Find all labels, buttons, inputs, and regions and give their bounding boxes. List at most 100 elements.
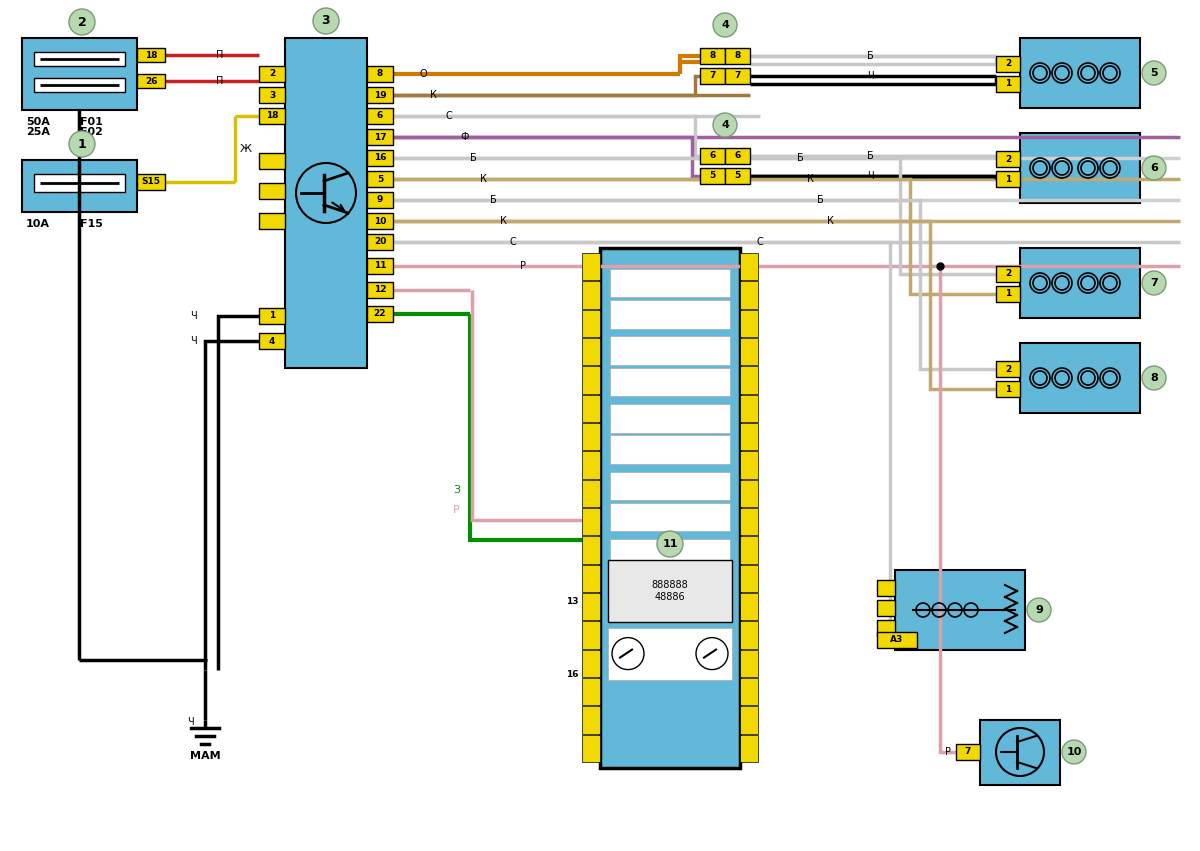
Text: 2: 2	[1004, 60, 1012, 68]
Text: 11: 11	[373, 261, 386, 271]
Text: 16: 16	[373, 153, 386, 163]
Text: 10A: 10A	[26, 219, 50, 229]
Bar	[740, 508, 758, 535]
Bar	[367, 213, 394, 229]
Text: С: С	[757, 237, 763, 247]
Text: Р: Р	[454, 505, 460, 515]
Bar	[367, 282, 394, 298]
Bar	[259, 153, 286, 169]
Bar	[582, 565, 600, 592]
Bar	[996, 286, 1020, 302]
Bar	[610, 336, 730, 365]
Circle shape	[70, 9, 95, 35]
Bar	[610, 471, 730, 500]
Bar	[996, 266, 1020, 282]
Text: С: С	[445, 111, 451, 121]
Text: 8: 8	[1150, 373, 1158, 383]
Bar	[996, 76, 1020, 92]
Text: Б: Б	[797, 153, 803, 163]
Bar	[740, 565, 758, 592]
Text: П: П	[216, 76, 223, 86]
Bar	[740, 536, 758, 563]
Text: F01: F01	[80, 117, 103, 127]
Bar	[1020, 343, 1140, 413]
Text: П: П	[216, 50, 223, 60]
Bar	[34, 52, 125, 66]
Text: А3: А3	[890, 636, 904, 644]
Text: 17: 17	[373, 133, 386, 141]
Circle shape	[1062, 740, 1086, 764]
Bar	[286, 38, 367, 368]
Circle shape	[1142, 156, 1166, 180]
Text: 8: 8	[377, 70, 383, 78]
Bar	[259, 66, 286, 82]
Circle shape	[612, 637, 644, 670]
Text: 13: 13	[566, 597, 580, 606]
Text: 16: 16	[566, 670, 580, 679]
Text: К: К	[480, 174, 487, 184]
Text: 20: 20	[374, 237, 386, 247]
Bar	[610, 404, 730, 432]
Bar	[367, 234, 394, 250]
Bar	[34, 174, 125, 192]
Text: 6: 6	[734, 151, 740, 161]
Bar	[582, 451, 600, 478]
Circle shape	[1027, 598, 1051, 622]
Bar	[725, 48, 750, 64]
Text: 6: 6	[377, 111, 383, 121]
Bar	[367, 306, 394, 322]
Bar	[610, 300, 730, 328]
Bar	[996, 361, 1020, 377]
Bar	[22, 160, 137, 212]
Text: Б: Б	[490, 195, 497, 205]
Bar	[137, 48, 166, 62]
Bar	[700, 148, 725, 164]
Bar	[22, 38, 137, 110]
Bar	[1020, 133, 1140, 203]
Bar	[740, 395, 758, 422]
Text: 50A: 50A	[26, 117, 50, 127]
Bar	[582, 734, 600, 762]
Circle shape	[296, 163, 356, 223]
Text: Ф: Ф	[460, 132, 468, 142]
Bar	[740, 451, 758, 478]
Text: 12: 12	[373, 285, 386, 294]
Text: Б: Б	[866, 151, 874, 161]
Bar	[610, 435, 730, 464]
Bar	[582, 310, 600, 337]
Text: 19: 19	[373, 90, 386, 100]
Circle shape	[996, 728, 1044, 776]
Text: 2: 2	[78, 15, 86, 28]
Text: 8: 8	[709, 52, 715, 60]
Bar	[740, 282, 758, 309]
Text: 1: 1	[1004, 289, 1012, 299]
Text: S15: S15	[142, 178, 161, 186]
Text: 9: 9	[377, 196, 383, 204]
Text: 1: 1	[269, 311, 275, 321]
Text: 4: 4	[721, 20, 728, 30]
Bar	[980, 720, 1060, 785]
Text: 11: 11	[662, 539, 678, 549]
Bar	[740, 734, 758, 762]
Bar	[367, 150, 394, 166]
Bar	[740, 706, 758, 734]
Bar	[740, 423, 758, 450]
Text: С: С	[510, 237, 517, 247]
Bar	[582, 593, 600, 620]
Circle shape	[1142, 61, 1166, 85]
Text: 7: 7	[709, 71, 715, 81]
Bar	[600, 248, 740, 768]
Text: 7: 7	[734, 71, 740, 81]
Text: 2: 2	[1004, 364, 1012, 374]
Text: Ч: Ч	[866, 171, 874, 181]
Text: Ч: Ч	[187, 717, 193, 727]
Circle shape	[713, 113, 737, 137]
Bar	[259, 183, 286, 199]
Bar	[137, 174, 166, 190]
Bar	[610, 269, 730, 297]
Bar	[582, 678, 600, 705]
Bar	[582, 480, 600, 507]
Bar	[367, 258, 394, 274]
Bar	[740, 621, 758, 648]
Bar	[700, 68, 725, 84]
